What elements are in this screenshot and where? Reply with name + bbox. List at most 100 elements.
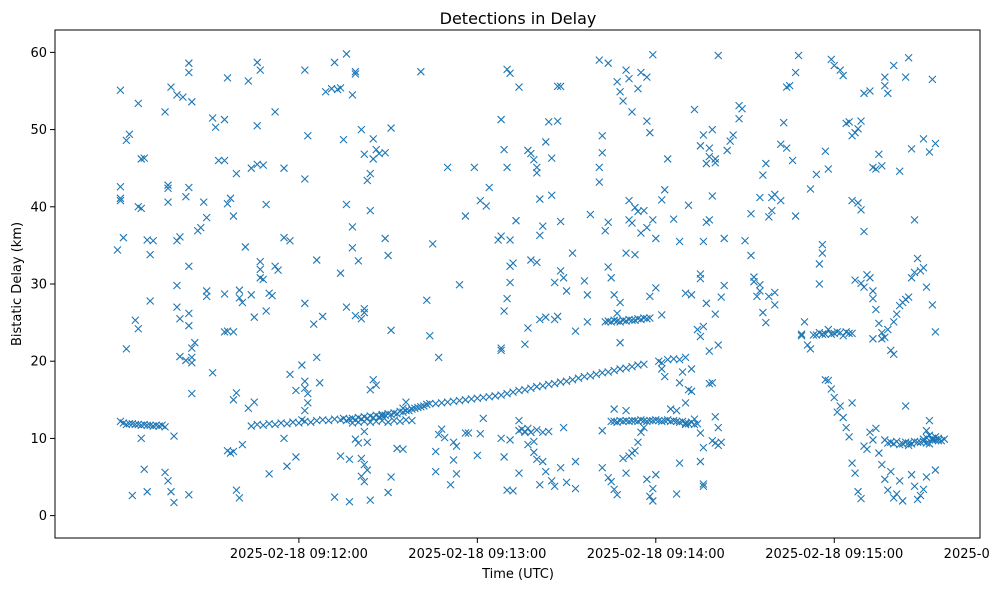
y-tick-label: 20 — [30, 355, 47, 370]
data-point — [651, 234, 660, 243]
data-point — [654, 416, 663, 425]
data-point — [797, 331, 806, 340]
data-point — [657, 417, 666, 426]
data-point — [687, 387, 696, 396]
data-point — [839, 413, 848, 422]
data-point — [134, 420, 143, 429]
x-tick-label: 2025-02-18 09:12:00 — [230, 547, 368, 562]
data-point — [931, 139, 940, 148]
data-point — [345, 497, 354, 506]
data-point — [556, 217, 565, 226]
data-point — [613, 490, 622, 499]
data-point — [702, 299, 711, 308]
data-point — [535, 195, 544, 203]
data-point — [637, 68, 645, 77]
data-point — [610, 316, 619, 325]
data-point — [651, 415, 660, 424]
data-point — [550, 278, 559, 287]
data-point — [497, 434, 506, 443]
data-point — [526, 149, 535, 158]
data-point — [640, 360, 648, 369]
data-point — [262, 307, 271, 315]
data-point — [892, 490, 901, 498]
data-point — [824, 165, 833, 173]
data-point — [613, 309, 622, 318]
data-point — [360, 304, 369, 313]
data-point — [657, 310, 666, 319]
data-point — [357, 125, 366, 134]
data-point — [726, 137, 735, 146]
data-point — [616, 416, 625, 425]
data-point — [497, 232, 506, 241]
data-point — [506, 278, 514, 287]
data-point — [886, 467, 895, 476]
data-point — [363, 176, 372, 185]
data-point — [916, 491, 925, 500]
data-point — [889, 61, 898, 70]
data-point — [232, 486, 241, 495]
data-point — [449, 438, 458, 447]
data-point — [259, 275, 268, 284]
data-point — [797, 330, 806, 339]
data-point — [503, 65, 511, 74]
data-point — [628, 107, 636, 116]
data-point — [297, 361, 306, 369]
data-point — [378, 416, 387, 425]
data-point — [657, 195, 666, 204]
data-point — [720, 234, 729, 243]
data-point — [232, 388, 241, 397]
data-point — [300, 406, 309, 415]
data-point — [622, 469, 630, 478]
data-point — [675, 378, 684, 387]
data-point — [684, 201, 693, 210]
data-point — [604, 218, 613, 227]
data-point — [889, 493, 898, 502]
data-point — [283, 419, 291, 428]
data-point — [268, 291, 277, 300]
data-point — [907, 273, 916, 282]
data-point — [312, 353, 321, 362]
data-point — [708, 378, 717, 387]
data-point — [238, 298, 247, 307]
data-point — [657, 365, 666, 373]
data-point — [250, 313, 259, 322]
data-point — [128, 491, 137, 500]
data-point — [628, 362, 636, 371]
data-point — [660, 372, 669, 381]
data-point — [532, 168, 541, 177]
data-point — [821, 147, 830, 156]
data-point — [562, 377, 571, 386]
data-point — [714, 341, 723, 349]
y-tick-label: 30 — [30, 278, 47, 293]
data-point — [889, 317, 898, 326]
data-point — [756, 193, 764, 202]
data-point — [925, 148, 934, 156]
data-point — [666, 417, 675, 426]
data-point — [657, 358, 666, 367]
data-point — [244, 77, 253, 85]
data-point — [497, 115, 506, 124]
data-point — [839, 71, 848, 80]
data-point — [283, 462, 291, 471]
data-point — [137, 204, 146, 213]
data-point — [872, 305, 880, 314]
data-point — [648, 484, 657, 493]
data-point — [696, 332, 705, 341]
data-point — [845, 432, 854, 441]
data-point — [369, 155, 378, 163]
data-point — [604, 59, 613, 68]
data-point — [339, 135, 348, 144]
data-point — [836, 66, 845, 75]
data-point — [241, 243, 250, 251]
data-point — [764, 212, 773, 221]
data-point — [693, 325, 702, 334]
data-point — [666, 405, 675, 413]
data-point — [699, 237, 708, 246]
data-point — [515, 469, 523, 478]
data-point — [631, 250, 639, 259]
data-point — [235, 294, 244, 302]
data-point — [113, 246, 122, 254]
data-point — [779, 118, 788, 127]
data-point — [366, 385, 375, 394]
y-tick-label: 40 — [30, 200, 47, 215]
